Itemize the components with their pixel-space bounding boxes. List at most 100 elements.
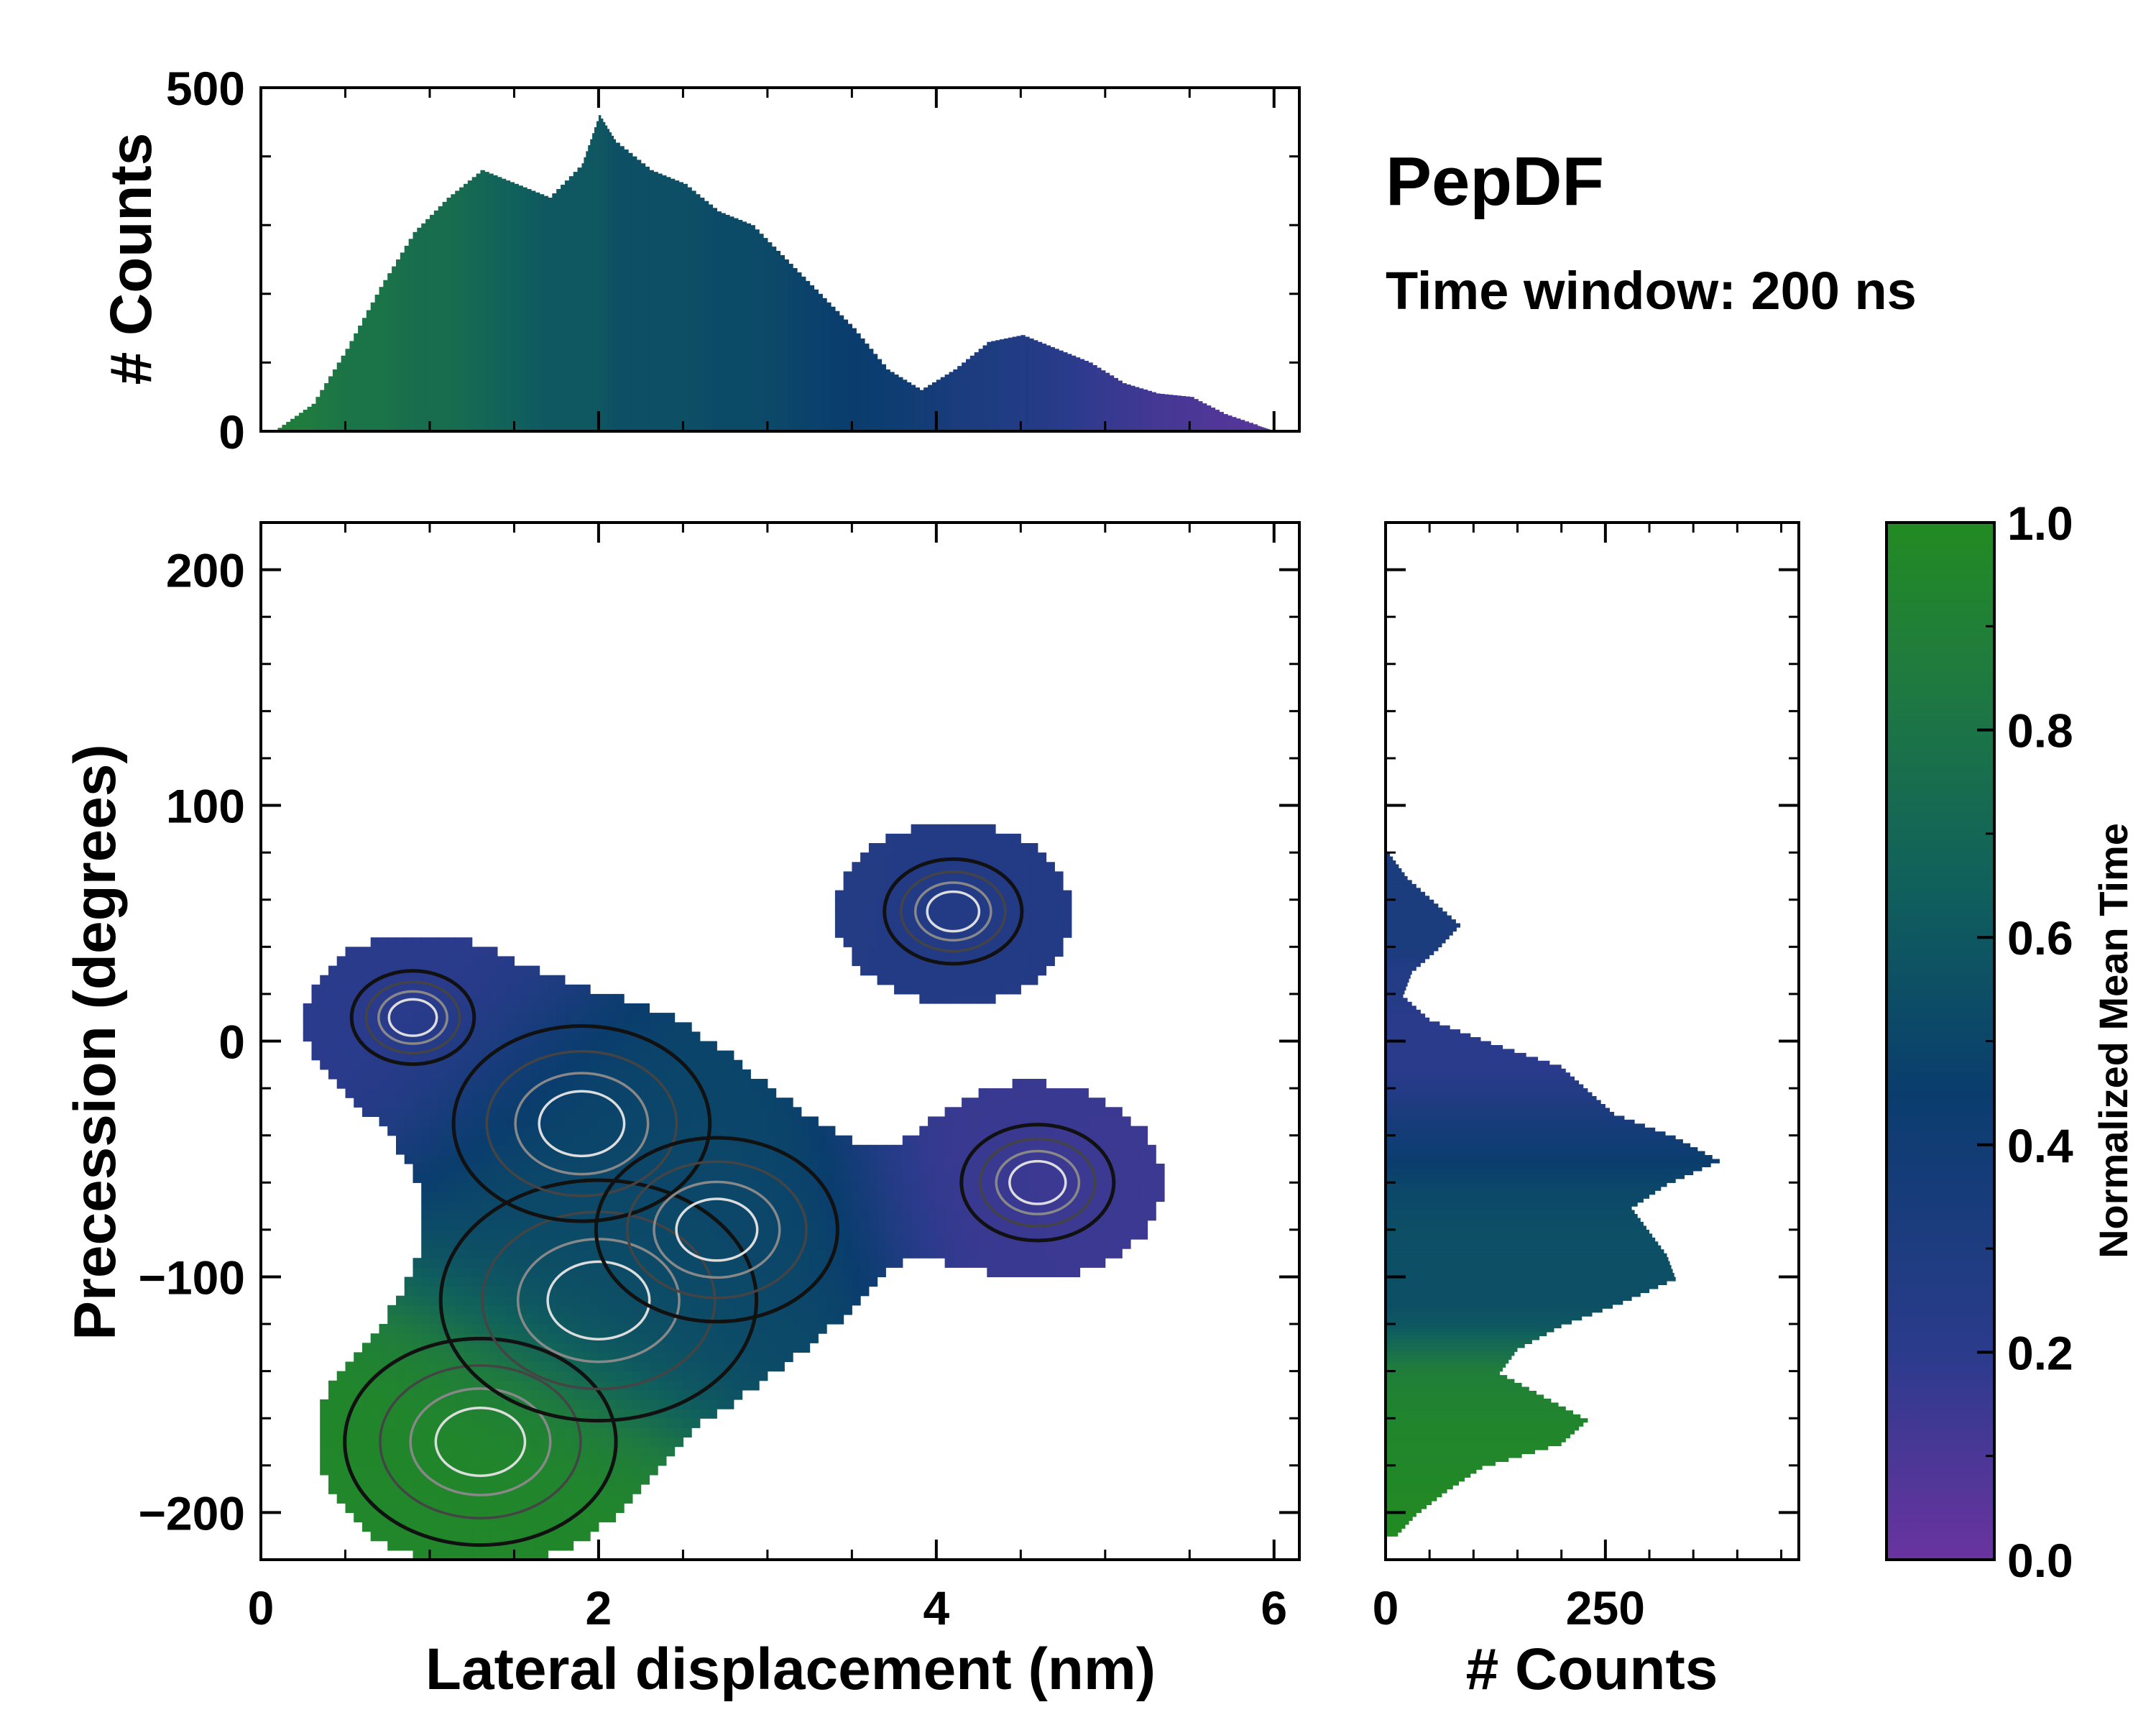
heatmap-cell (640, 1465, 650, 1476)
heatmap-cell (877, 965, 886, 976)
heatmap-cell (953, 1144, 962, 1155)
heatmap-cell (464, 1427, 473, 1438)
heatmap-cell (809, 1295, 819, 1306)
heatmap-cell (852, 1267, 861, 1277)
right-histogram-bar (1386, 1013, 1426, 1018)
top-histogram-bar (885, 369, 890, 431)
heatmap-cell (497, 1126, 507, 1136)
heatmap-cell (708, 1098, 717, 1108)
heatmap-cell (336, 1389, 346, 1400)
heatmap-cell (725, 1164, 734, 1174)
heatmap-cell (742, 1380, 751, 1391)
heatmap-cell (868, 1144, 878, 1155)
heatmap-cell (995, 956, 1005, 967)
heatmap-cell (522, 1248, 532, 1259)
right-histogram-bar (1386, 1532, 1399, 1537)
heatmap-cell (640, 1022, 650, 1032)
heatmap-cell (717, 1201, 726, 1212)
heatmap-cell (674, 1427, 683, 1438)
heatmap-cell (556, 1059, 566, 1070)
heatmap-cell (674, 1380, 683, 1391)
heatmap-cell (514, 1324, 523, 1334)
heatmap-cell (978, 1248, 987, 1259)
heatmap-cell (446, 1003, 456, 1013)
heatmap-cell (1071, 1116, 1081, 1127)
heatmap-cell (421, 1276, 430, 1287)
heatmap-cell (303, 1003, 312, 1013)
heatmap-cell (767, 1154, 777, 1164)
heatmap-cell (464, 1144, 473, 1155)
top-histogram-bar (1016, 336, 1021, 431)
heatmap-cell (1029, 1229, 1038, 1240)
right-histogram-bar (1386, 883, 1416, 888)
heatmap-cell (438, 1446, 447, 1457)
heatmap-cell (379, 1013, 388, 1023)
heatmap-cell (750, 1098, 760, 1108)
heatmap-cell (530, 1314, 540, 1325)
heatmap-cell (978, 1258, 987, 1268)
heatmap-cell (649, 1116, 658, 1127)
heatmap-cell (598, 1352, 608, 1363)
heatmap-cell (801, 1201, 811, 1212)
heatmap-cell (801, 1314, 811, 1325)
heatmap-cell (354, 1427, 363, 1438)
top-histogram-bar (999, 339, 1005, 431)
heatmap-cell (1130, 1201, 1140, 1212)
heatmap-cell (354, 1503, 363, 1513)
heatmap-cell (1063, 1248, 1072, 1259)
heatmap-cell (1012, 1173, 1021, 1183)
heatmap-cell (505, 1380, 515, 1391)
top-histogram-bar (750, 225, 755, 431)
heatmap-cell (624, 1107, 633, 1117)
top-histogram-bar (320, 390, 325, 431)
heatmap-cell (607, 1494, 616, 1504)
heatmap-cell (573, 1531, 582, 1542)
heatmap-cell (379, 1088, 388, 1098)
heatmap-cell (987, 871, 996, 882)
top-histogram-bar (1122, 383, 1127, 431)
heatmap-cell (396, 1399, 405, 1409)
heatmap-cell (480, 1484, 489, 1494)
heatmap-cell (362, 1389, 372, 1400)
heatmap-cell (852, 1276, 861, 1287)
top-histogram-bar (446, 198, 451, 431)
heatmap-cell (1088, 1239, 1097, 1249)
heatmap-cell (902, 975, 912, 985)
heatmap-cell (370, 1512, 379, 1523)
heatmap-cell (607, 1503, 616, 1513)
heatmap-cell (894, 1210, 903, 1221)
heatmap-cell (573, 1248, 582, 1259)
right-histogram-bar (1386, 1367, 1503, 1372)
heatmap-cell (733, 1286, 743, 1297)
heatmap-cell (809, 1154, 819, 1164)
heatmap-cell (665, 1022, 676, 1032)
heatmap-cell (573, 1324, 582, 1334)
heatmap-cell (370, 1380, 379, 1391)
heatmap-cell (1088, 1126, 1097, 1136)
heatmap-cell (1156, 1164, 1165, 1174)
heatmap-cell (573, 1126, 582, 1136)
top-histogram-bar (805, 280, 811, 431)
heatmap-cell (919, 965, 929, 976)
heatmap-cell (446, 1041, 456, 1052)
heatmap-cell (556, 1201, 566, 1212)
heatmap-cell (1012, 843, 1021, 853)
heatmap-cell (446, 1013, 456, 1023)
heatmap-cell (995, 1201, 1005, 1212)
heatmap-cell (581, 1144, 591, 1155)
heatmap-cell (480, 1258, 489, 1268)
heatmap-cell (413, 937, 422, 947)
heatmap-cell (489, 1446, 498, 1457)
heatmap-cell (370, 1041, 379, 1052)
heatmap-cell (826, 1135, 836, 1146)
heatmap-cell (708, 1352, 717, 1363)
heatmap-cell (742, 1352, 751, 1363)
heatmap-cell (624, 1343, 633, 1353)
heatmap-cell (370, 1013, 379, 1023)
heatmap-cell (683, 1333, 692, 1343)
heatmap-cell (556, 1286, 566, 1297)
heatmap-cell (548, 1059, 557, 1070)
right-histogram-bar (1386, 1041, 1491, 1046)
top-histogram-bar (370, 302, 376, 431)
contour-line (626, 1160, 808, 1300)
